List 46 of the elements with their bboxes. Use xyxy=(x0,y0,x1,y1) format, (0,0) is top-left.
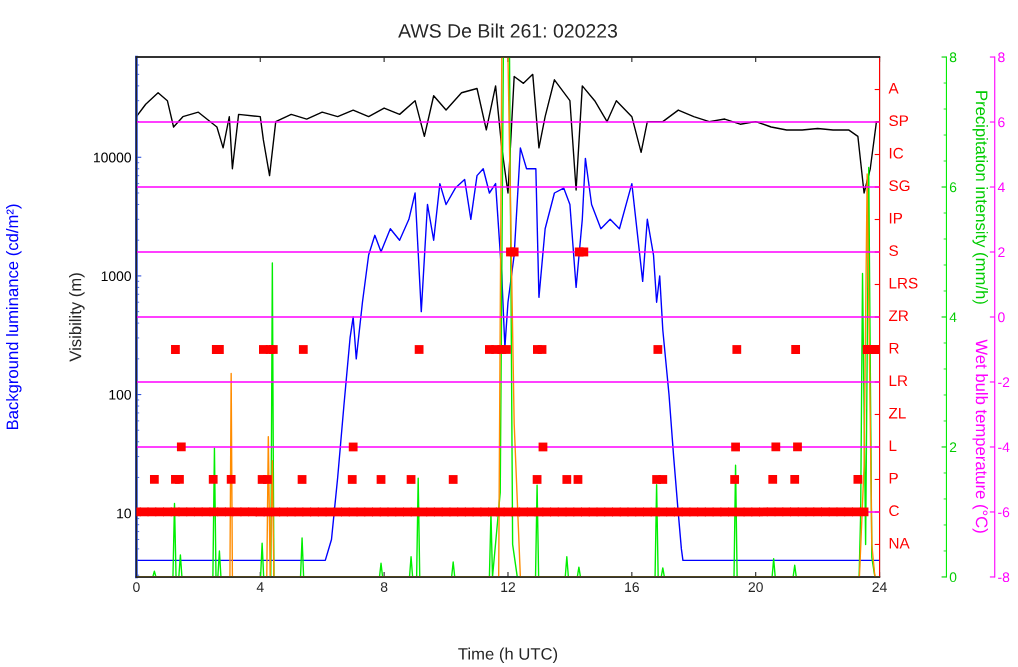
y3-axis-title: Precipitation intensity (mm/h) xyxy=(972,91,988,304)
text: ZL xyxy=(888,407,906,419)
y-axis-title: Visibility (m) xyxy=(69,273,85,362)
y-tick-label: 1000 xyxy=(101,271,132,282)
text: SP xyxy=(889,115,909,127)
x-tick-label: 0 xyxy=(133,582,140,593)
y2-tick-label: -8 xyxy=(998,572,1010,583)
y3-tick-label: 2 xyxy=(949,442,957,453)
text: A xyxy=(888,82,899,94)
y2-tick-label: -6 xyxy=(998,507,1010,518)
text: C xyxy=(889,505,899,517)
text: NA xyxy=(889,537,910,549)
y3-tick-label: 6 xyxy=(949,182,957,193)
text: IP xyxy=(889,212,903,224)
y3-tick-label: 8 xyxy=(949,52,957,63)
y2-tick-label: 0 xyxy=(998,312,1005,323)
y2-axis-title: Wet bulb temperature (°C) xyxy=(972,339,988,533)
y2-tick-label: 8 xyxy=(998,52,1005,63)
text: ZR xyxy=(888,310,909,321)
x-tick-label: 4 xyxy=(256,582,264,592)
text: Background luminance (cd/m²) xyxy=(6,204,22,430)
chart-title: AWS De Bilt 261: 020223 xyxy=(398,23,618,38)
y-tick-label: 10 xyxy=(117,508,132,519)
y2-tick-label: 4 xyxy=(997,182,1005,193)
text: L xyxy=(889,440,897,451)
x-tick-label: 16 xyxy=(625,582,639,593)
y3-tick-label: 4 xyxy=(949,312,957,323)
text: SG xyxy=(889,180,910,192)
x-tick-label: 12 xyxy=(501,582,516,592)
y-tick-label: 10000 xyxy=(93,152,132,163)
y2-tick-label: -2 xyxy=(998,377,1010,388)
text: S xyxy=(889,245,898,257)
text: LRS xyxy=(889,277,918,289)
x-tick-label: 8 xyxy=(380,582,388,593)
y2-tick-label: -4 xyxy=(998,442,1010,453)
y-tick-label: 100 xyxy=(109,389,132,400)
y3-tick-label: 0 xyxy=(949,572,957,583)
text: R xyxy=(889,342,899,354)
text: IC xyxy=(889,147,904,159)
text: P xyxy=(889,472,898,484)
x-tick-label: 20 xyxy=(748,582,763,593)
y2-tick-label: 6 xyxy=(998,117,1005,128)
x-tick-label: 24 xyxy=(872,582,887,592)
x-axis-title: Time (h UTC) xyxy=(458,647,558,664)
y2-tick-label: 2 xyxy=(998,247,1005,258)
text: LR xyxy=(889,375,908,386)
